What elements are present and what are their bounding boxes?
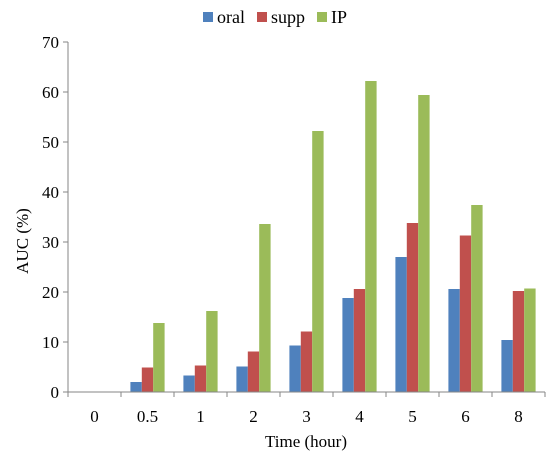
bar-IP [206, 311, 218, 392]
y-tick-label: 10 [42, 333, 59, 352]
y-tick-label: 70 [42, 33, 59, 52]
legend-swatch-IP [317, 12, 327, 22]
bar-IP [524, 288, 536, 392]
x-tick-label: 0.5 [137, 407, 158, 426]
y-tick-label: 40 [42, 183, 59, 202]
x-tick-label: 6 [461, 407, 470, 426]
legend-label-IP: IP [331, 7, 347, 27]
x-tick-label: 0 [90, 407, 99, 426]
bar-IP [418, 95, 430, 392]
bar-oral [130, 382, 142, 392]
legend-label-supp: supp [271, 7, 305, 27]
bar-oral [183, 375, 195, 392]
bar-supp [247, 351, 260, 392]
bar-oral [289, 345, 301, 392]
bar-oral [342, 298, 354, 392]
bar-supp [194, 365, 207, 392]
legend: oral supp IP [203, 7, 347, 27]
legend-swatch-supp [257, 12, 267, 22]
x-tick-label: 1 [196, 407, 205, 426]
bar-oral [448, 289, 460, 392]
x-tick-label: 4 [355, 407, 364, 426]
y-tick-label: 0 [51, 383, 60, 402]
legend-swatch-oral [203, 12, 213, 22]
bars [130, 81, 536, 392]
bar-supp [353, 289, 366, 392]
x-tick-label: 8 [514, 407, 523, 426]
bar-supp [141, 367, 154, 392]
bar-supp [300, 331, 313, 392]
x-tick-label: 3 [302, 407, 311, 426]
bar-IP [365, 81, 377, 392]
y-axis-ticks: 0 10 20 30 40 50 60 70 [42, 33, 68, 402]
bar-supp [459, 235, 472, 392]
y-tick-label: 50 [42, 133, 59, 152]
x-axis-ticks: 0 0.5 1 2 3 4 5 6 8 [67, 392, 546, 426]
y-tick-label: 20 [42, 283, 59, 302]
x-axis-title: Time (hour) [265, 432, 347, 451]
y-axis-title: AUC (%) [13, 208, 32, 274]
bar-oral [236, 366, 248, 392]
y-tick-label: 60 [42, 83, 59, 102]
bar-supp [406, 223, 419, 392]
bar-IP [471, 205, 483, 392]
bar-oral [395, 257, 407, 392]
bar-IP [312, 131, 324, 392]
bar-IP [259, 224, 271, 392]
x-tick-label: 5 [408, 407, 417, 426]
legend-label-oral: oral [217, 7, 245, 27]
bar-oral [501, 340, 513, 392]
y-tick-label: 30 [42, 233, 59, 252]
x-tick-label: 2 [249, 407, 258, 426]
bar-IP [153, 323, 165, 392]
bar-supp [512, 291, 525, 392]
